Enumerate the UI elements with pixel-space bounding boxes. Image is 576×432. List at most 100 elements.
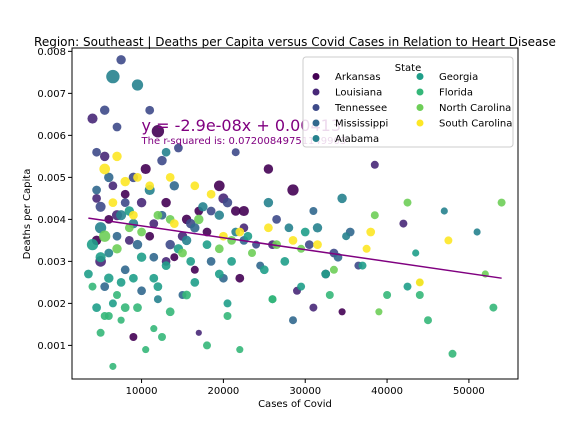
- point-s7-10: [248, 249, 256, 257]
- point-s6-19: [448, 349, 457, 358]
- point-s8-10: [264, 223, 273, 233]
- point-s5-20: [92, 303, 101, 312]
- point-s8-3: [133, 173, 142, 182]
- point-s0-18: [202, 227, 212, 237]
- point-s5-16: [300, 227, 310, 237]
- legend-marker-7: [416, 104, 424, 111]
- point-s4-18: [104, 248, 114, 258]
- point-s4-8: [198, 202, 208, 212]
- point-s7-0: [99, 230, 111, 242]
- point-s0-8: [238, 205, 249, 217]
- point-s8-6: [190, 181, 200, 191]
- point-s5-10: [202, 240, 212, 249]
- point-s2-3: [116, 55, 126, 65]
- regression-line: [88, 217, 502, 279]
- point-s6-17: [415, 291, 424, 299]
- point-s3-17: [137, 286, 146, 296]
- point-s0-16: [338, 308, 346, 316]
- point-s8-16: [129, 210, 138, 220]
- point-s6-9: [165, 307, 175, 317]
- y-tick-label-0: 0.001: [37, 341, 66, 352]
- point-s5-13: [243, 231, 253, 241]
- point-s4-7: [181, 235, 192, 246]
- point-s6-7: [150, 325, 158, 333]
- point-s7-9: [227, 236, 236, 245]
- point-s7-19: [375, 308, 383, 316]
- points-layer: [84, 55, 506, 370]
- point-s0-2: [151, 125, 165, 138]
- point-s8-19: [415, 278, 424, 287]
- point-s7-14: [370, 211, 379, 220]
- point-s4-3: [116, 210, 127, 221]
- point-s5-1: [95, 252, 106, 263]
- legend-entry-3: Mississippi: [335, 119, 388, 130]
- y-tick-label-3: 0.004: [37, 215, 66, 226]
- point-s3-5: [149, 252, 159, 262]
- legend-marker-8: [416, 119, 424, 127]
- point-s3-2: [112, 231, 122, 241]
- point-s5-21: [108, 299, 117, 308]
- legend-marker-1: [312, 88, 320, 96]
- point-s4-15: [342, 232, 351, 241]
- point-s5-19: [403, 282, 412, 291]
- point-s5-23: [153, 282, 163, 291]
- point-s4-12: [284, 223, 294, 233]
- point-s0-6: [230, 206, 241, 216]
- y-tick-label-7: 0.008: [37, 47, 66, 58]
- point-s4-19: [153, 295, 162, 304]
- legend-entry-2: Tennessee: [334, 103, 387, 114]
- point-s3-0: [92, 185, 101, 195]
- legend-entry-4: Alabama: [335, 134, 379, 145]
- point-s2-11: [231, 148, 240, 157]
- point-s5-12: [227, 257, 236, 266]
- legend-marker-3: [312, 119, 320, 127]
- point-s5-18: [358, 261, 367, 270]
- point-s6-4: [120, 303, 130, 312]
- point-s4-14: [337, 193, 347, 204]
- point-s0-0: [120, 189, 130, 199]
- point-s0-1: [140, 163, 151, 175]
- point-s3-8: [190, 223, 200, 233]
- point-s6-5: [133, 303, 142, 312]
- point-s5-0: [86, 238, 99, 251]
- point-s2-0: [92, 147, 101, 157]
- point-s7-15: [403, 198, 412, 207]
- point-s2-13: [272, 215, 281, 224]
- point-s1-8: [149, 219, 159, 228]
- point-s2-7: [174, 143, 183, 153]
- point-s7-1: [112, 244, 122, 254]
- point-s6-21: [109, 362, 117, 370]
- point-s1-4: [108, 181, 118, 191]
- x-tick-label-3: 40000: [371, 386, 403, 397]
- x-axis-label: Cases of Covid: [258, 399, 332, 410]
- legend-marker-2: [312, 104, 320, 111]
- point-s2-5: [145, 105, 155, 115]
- point-s5-15: [280, 257, 290, 266]
- point-s5-25: [223, 299, 232, 308]
- point-s0-13: [145, 231, 155, 241]
- chart-title: Region: Southeast | Deaths per Capita ve…: [34, 35, 556, 49]
- point-s1-11: [195, 329, 202, 336]
- point-s8-7: [206, 189, 216, 199]
- point-s1-3: [99, 151, 110, 162]
- point-s8-11: [288, 236, 298, 245]
- point-s6-18: [424, 316, 432, 325]
- point-s6-3: [113, 291, 121, 299]
- point-s6-15: [325, 291, 334, 299]
- point-s6-6: [142, 346, 150, 354]
- point-s8-8: [219, 231, 228, 241]
- point-s2-19: [165, 239, 175, 250]
- point-s1-6: [124, 236, 134, 245]
- point-s6-12: [223, 312, 232, 320]
- point-s8-1: [112, 151, 122, 162]
- point-s1-18: [399, 219, 408, 228]
- point-s8-18: [362, 244, 371, 253]
- y-axis: 0.001 0.002 0.003 0.004 0.005 0.006 0.007 0.008: [37, 47, 72, 352]
- point-s6-13: [236, 346, 244, 354]
- point-s4-11: [263, 197, 274, 208]
- point-s7-4: [153, 210, 163, 220]
- point-s5-3: [116, 278, 126, 287]
- legend-entry-5: Georgia: [439, 72, 478, 83]
- point-s8-12: [313, 240, 322, 249]
